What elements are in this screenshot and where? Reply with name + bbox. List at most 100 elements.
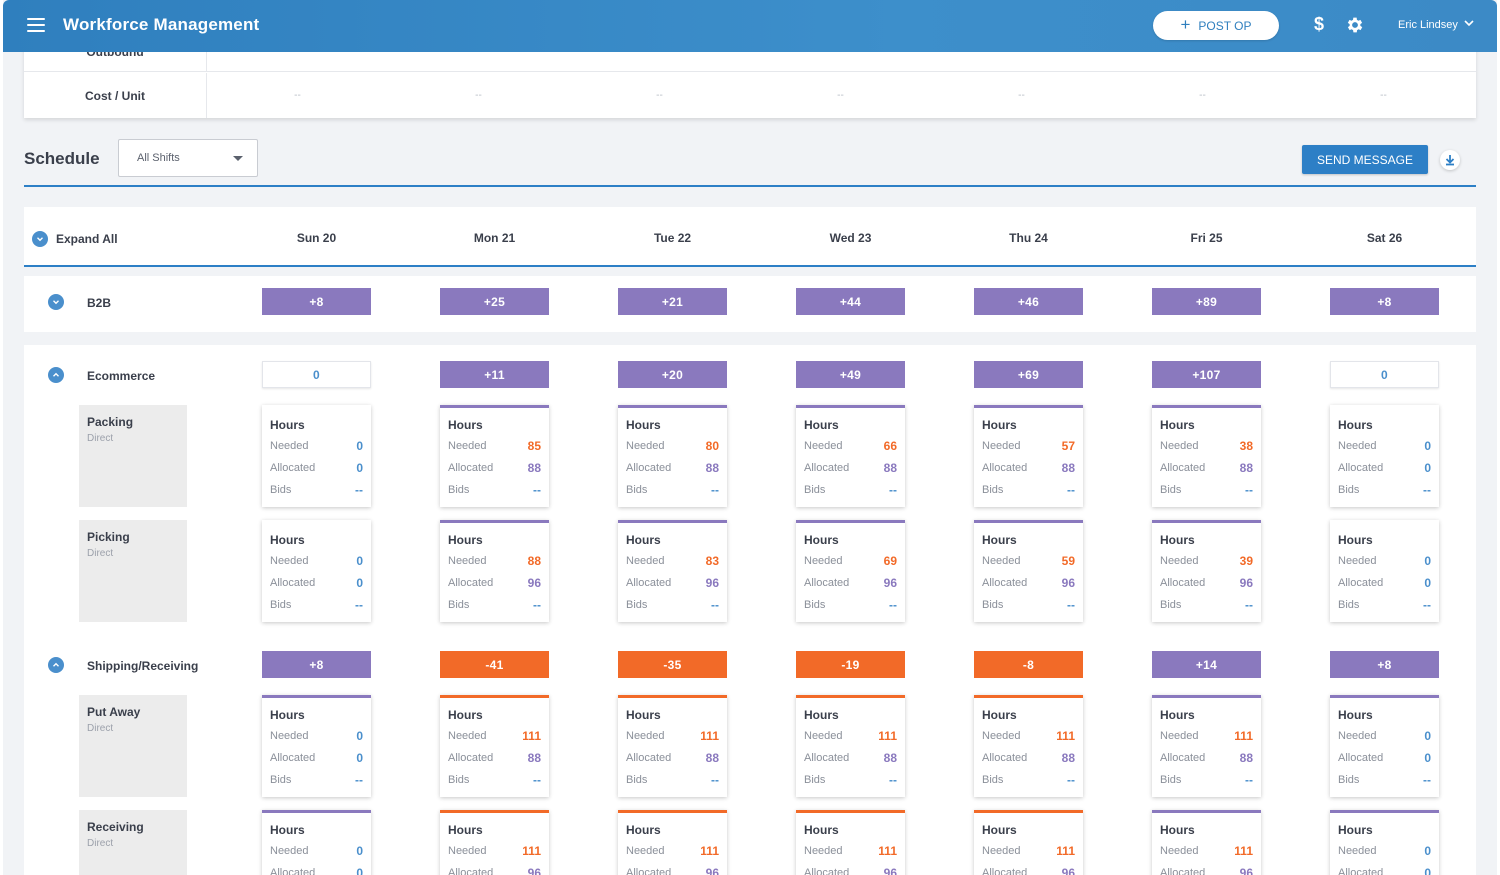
hours-row-label: Bids [804,599,826,611]
user-name[interactable]: Eric Lindsey [1398,19,1458,31]
day-total-badge[interactable]: +21 [618,288,727,315]
day-total-badge[interactable]: +11 [440,361,549,388]
hours-row-label: Needed [1160,555,1199,567]
hours-card[interactable]: Hours Needed 59 Allocated 96 Bids -- [974,520,1083,622]
hours-card[interactable]: Hours Needed 38 Allocated 88 Bids -- [1152,405,1261,507]
day-total-badge[interactable]: +69 [974,361,1083,388]
chevron-up-icon[interactable] [48,657,64,673]
hours-row-value: 88 [1061,461,1075,475]
hours-card[interactable]: Hours Needed 111 Allocated 88 Bids -- [974,695,1083,797]
day-total-badge[interactable]: +8 [1330,288,1439,315]
hours-row: Bids -- [982,594,1075,616]
hours-row: Allocated 88 [804,747,897,769]
hours-card[interactable]: Hours Needed 57 Allocated 88 Bids -- [974,405,1083,507]
hours-row: Bids -- [982,769,1075,791]
dollar-icon[interactable]: $ [1314,14,1325,34]
hours-row-value: 96 [705,576,719,590]
chevron-down-icon[interactable] [48,294,64,310]
day-total-badge[interactable]: +20 [618,361,727,388]
day-total-badge[interactable]: +89 [1152,288,1261,315]
hours-card[interactable]: HoursNeeded111Allocated96Bids-- [440,810,549,875]
day-total-badge[interactable]: -41 [440,651,549,678]
hours-row: Bids -- [626,594,719,616]
hours-card[interactable]: Hours Needed 80 Allocated 88 Bids -- [618,405,727,507]
day-total-badge[interactable]: +44 [796,288,905,315]
hours-row: Allocated 88 [1160,457,1253,479]
day-total-badge[interactable]: +8 [262,288,371,315]
hours-heading: Hours [626,533,661,547]
day-total-badge[interactable]: +8 [1330,651,1439,678]
hours-row: Bids -- [270,769,363,791]
metrics-label-cost: Cost / Unit [24,73,207,118]
shift-filter-select[interactable]: All Shifts [118,139,258,177]
day-total-badge[interactable]: +25 [440,288,549,315]
hours-heading: Hours [1338,708,1373,722]
download-icon[interactable] [1440,150,1460,170]
hours-row-label: Allocated [270,867,316,875]
hours-card[interactable]: HoursNeeded111Allocated96Bids-- [796,810,905,875]
day-label: Wed 23 [829,231,872,245]
day-total-badge[interactable]: -19 [796,651,905,678]
hours-card[interactable]: HoursNeeded111Allocated96Bids-- [974,810,1083,875]
hours-card[interactable]: Hours Needed 111 Allocated 88 Bids -- [618,695,727,797]
day-total-badge[interactable]: +8 [262,651,371,678]
day-total-badge[interactable]: +107 [1152,361,1261,388]
hamburger-menu-icon[interactable] [27,18,45,32]
chevron-down-icon[interactable] [1463,17,1475,29]
day-total-badge[interactable]: +49 [796,361,905,388]
day-total-badge[interactable]: +14 [1152,651,1261,678]
hours-card[interactable]: Hours Needed 111 Allocated 88 Bids -- [796,695,905,797]
hours-row-label: Allocated [448,462,494,474]
hours-card[interactable]: HoursNeeded111Allocated96Bids-- [1152,810,1261,875]
metrics-cell: -- [1018,90,1025,101]
hours-card[interactable]: Hours Needed 66 Allocated 88 Bids -- [796,405,905,507]
hours-row-value: 39 [1239,554,1253,568]
section-ecommerce-shipping: Ecommerce 0 +11 +20 +49 +69 +107 0 Packing Direct… [24,345,1476,875]
hours-row: Needed 111 [804,840,897,862]
hours-card[interactable]: Hours Needed 111 Allocated 88 Bids -- [1152,695,1261,797]
post-op-button[interactable]: + POST OP [1153,11,1279,40]
hours-row: Allocated 88 [1160,747,1253,769]
send-message-button[interactable]: SEND MESSAGE [1302,145,1428,174]
hours-card[interactable]: Hours Needed 111 Allocated 88 Bids -- [440,695,549,797]
hours-row-value: 0 [356,866,363,875]
hours-card[interactable]: Hours Needed 69 Allocated 96 Bids -- [796,520,905,622]
day-label: Fri 25 [1190,231,1223,245]
hours-card[interactable]: Hours Needed 39 Allocated 96 Bids -- [1152,520,1261,622]
day-total-badge[interactable]: +46 [974,288,1083,315]
hours-row-value: 0 [356,729,363,743]
hours-card[interactable]: Hours Needed 85 Allocated 88 Bids -- [440,405,549,507]
hours-row-value: 96 [883,576,897,590]
day-total-badge[interactable]: 0 [1330,361,1439,388]
chevron-down-icon[interactable] [32,231,48,247]
hours-row: Needed 57 [982,435,1075,457]
hours-row-value: 0 [1424,729,1431,743]
hours-card[interactable]: Hours Needed 83 Allocated 96 Bids -- [618,520,727,622]
hours-card[interactable]: HoursNeeded111Allocated96Bids-- [618,810,727,875]
hours-row: Allocated 88 [626,457,719,479]
hours-row-value: 85 [527,439,541,453]
hours-card[interactable]: Hours Needed 88 Allocated 96 Bids -- [440,520,549,622]
hours-row-value: 88 [527,554,541,568]
role-name: Packing [87,415,134,429]
day-total-badge[interactable]: -8 [974,651,1083,678]
day-total-badge[interactable]: -35 [618,651,727,678]
hours-row: Allocated 0 [1338,747,1431,769]
hours-row-value: -- [711,773,719,787]
chevron-up-icon[interactable] [48,367,64,383]
expand-all-toggle[interactable]: Expand All [32,231,118,247]
hours-row: Needed 111 [626,840,719,862]
hours-row-value: 0 [356,461,363,475]
gear-icon[interactable] [1345,15,1365,35]
hours-row: Needed 83 [626,550,719,572]
hours-row-label: Allocated [270,577,316,589]
day-total-badge[interactable]: 0 [262,361,371,388]
